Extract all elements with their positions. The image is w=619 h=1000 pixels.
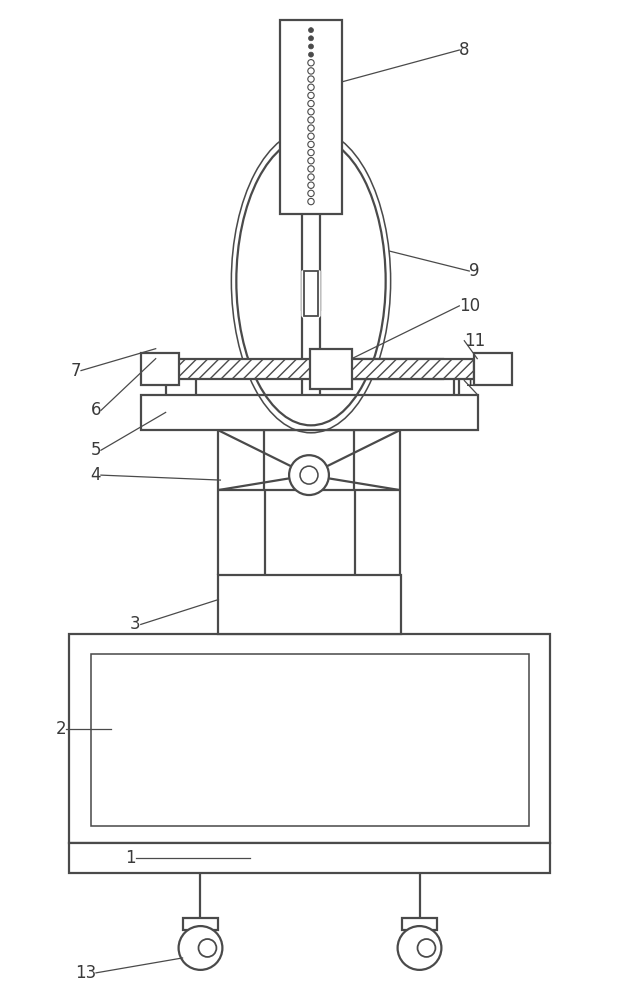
Circle shape <box>308 36 313 41</box>
Circle shape <box>308 68 314 74</box>
Bar <box>176 359 443 379</box>
Circle shape <box>308 28 313 33</box>
Bar <box>91 654 529 826</box>
Circle shape <box>308 100 314 107</box>
Circle shape <box>308 84 314 90</box>
Circle shape <box>308 158 314 164</box>
Circle shape <box>417 939 435 957</box>
Bar <box>280 20 342 214</box>
Polygon shape <box>302 271 320 326</box>
Circle shape <box>308 166 314 172</box>
Text: 2: 2 <box>56 720 66 738</box>
Circle shape <box>308 44 313 49</box>
Text: 10: 10 <box>459 297 480 315</box>
Text: 7: 7 <box>71 362 81 380</box>
Circle shape <box>308 149 314 156</box>
Text: 12: 12 <box>464 372 485 390</box>
Bar <box>304 271 318 316</box>
Circle shape <box>308 52 313 57</box>
Circle shape <box>308 190 314 197</box>
Circle shape <box>308 109 314 115</box>
Circle shape <box>289 455 329 495</box>
Circle shape <box>308 125 314 131</box>
Circle shape <box>179 926 222 970</box>
Bar <box>219 575 400 634</box>
Circle shape <box>308 141 314 148</box>
Text: 6: 6 <box>90 401 101 419</box>
Bar <box>69 843 550 873</box>
Text: 11: 11 <box>464 332 485 350</box>
Circle shape <box>199 939 217 957</box>
Circle shape <box>300 466 318 484</box>
Bar <box>141 395 478 430</box>
Circle shape <box>308 133 314 139</box>
Text: 9: 9 <box>469 262 480 280</box>
Bar <box>310 349 352 389</box>
Text: 1: 1 <box>125 849 136 867</box>
Circle shape <box>308 76 314 82</box>
Circle shape <box>397 926 441 970</box>
Bar <box>183 918 219 930</box>
Circle shape <box>308 92 314 99</box>
Bar <box>69 634 550 843</box>
Bar <box>474 353 512 385</box>
Circle shape <box>308 182 314 188</box>
Bar <box>402 918 438 930</box>
Circle shape <box>308 198 314 205</box>
Bar <box>340 359 474 379</box>
Text: 13: 13 <box>75 964 96 982</box>
Text: 8: 8 <box>459 41 470 59</box>
Text: 4: 4 <box>90 466 101 484</box>
Text: 3: 3 <box>130 615 141 633</box>
Circle shape <box>308 60 314 66</box>
Bar <box>141 353 179 385</box>
Circle shape <box>308 117 314 123</box>
Circle shape <box>308 174 314 180</box>
Text: 5: 5 <box>90 441 101 459</box>
